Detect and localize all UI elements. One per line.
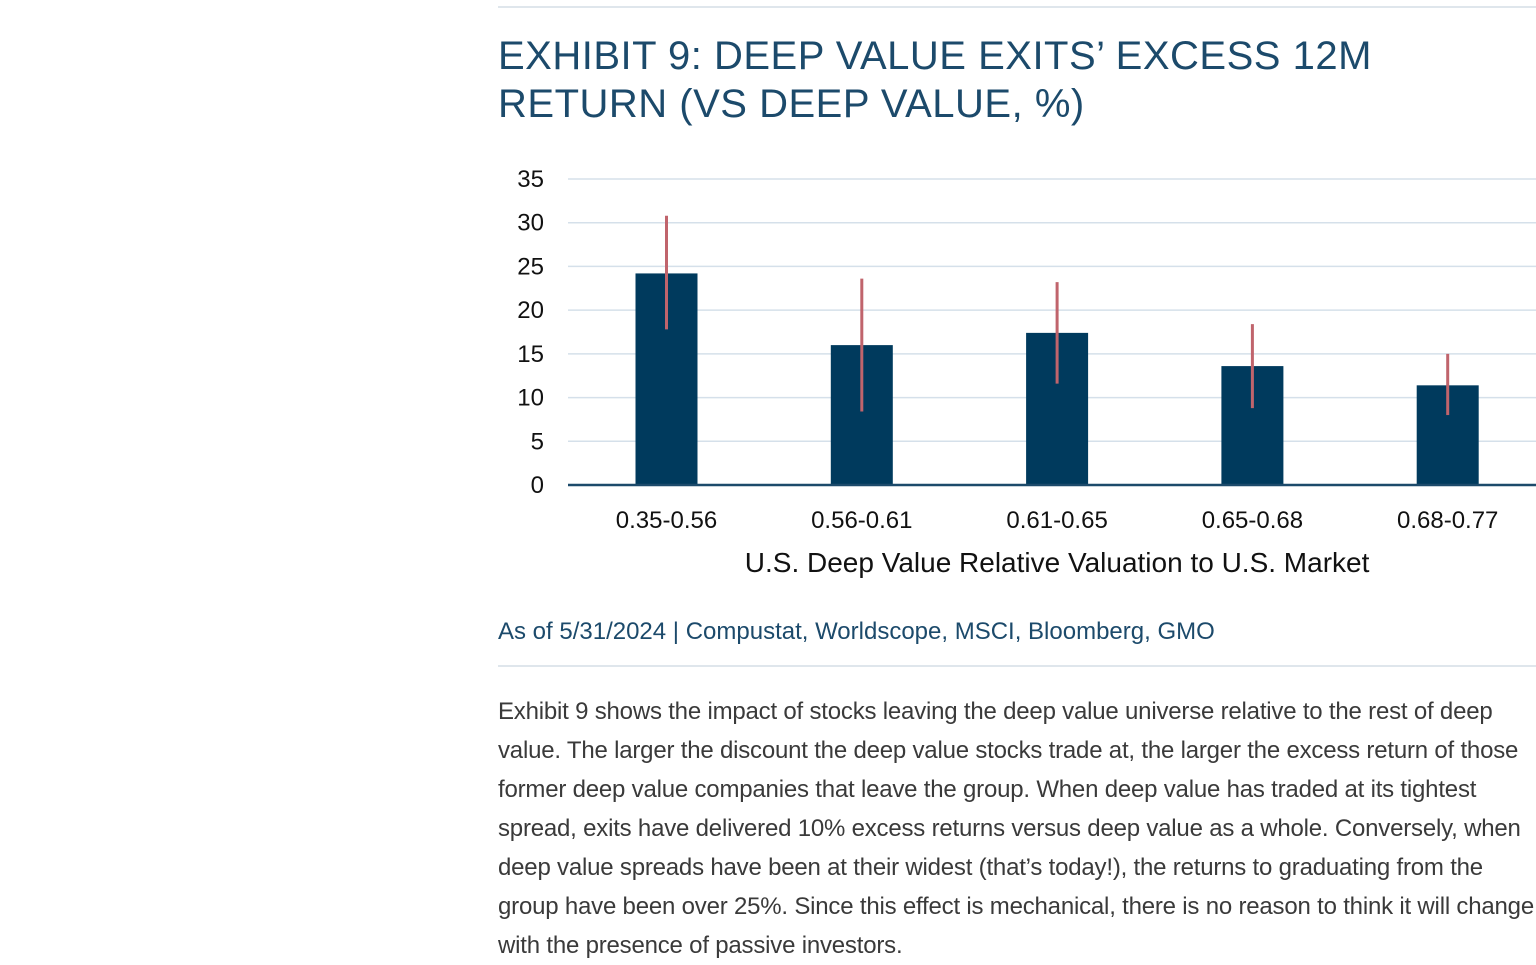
bar-chart: 0 5 10 15 20 25 30 35 0.35-0.56 0.56-0.61 0.61-0.…: [517, 166, 1536, 578]
y-tick-label: 35: [517, 166, 544, 193]
y-tick-label: 20: [517, 297, 544, 324]
y-tick-label: 25: [517, 253, 544, 280]
y-axis-ticks: 0 5 10 15 20 25 30 35: [517, 166, 544, 499]
x-tick-label: 0.56-0.61: [811, 507, 912, 534]
body-paragraph: Exhibit 9 shows the impact of stocks lea…: [498, 698, 1534, 959]
x-tick-label: 0.61-0.65: [1006, 507, 1107, 534]
y-tick-label: 10: [517, 385, 544, 412]
section-divider: [498, 665, 1536, 667]
y-tick-label: 0: [531, 472, 544, 499]
x-tick-label: 0.35-0.56: [616, 507, 717, 534]
y-tick-label: 5: [531, 428, 544, 455]
x-axis-ticks: 0.35-0.56 0.56-0.61 0.61-0.65 0.65-0.68 0.68…: [616, 507, 1499, 534]
x-tick-label: 0.65-0.68: [1202, 507, 1303, 534]
y-tick-label: 30: [517, 210, 544, 237]
x-tick-label: 0.68-0.77: [1397, 507, 1498, 534]
y-tick-label: 15: [517, 341, 544, 368]
chart-error-bars: [665, 215, 1450, 416]
exhibit-title: EXHIBIT 9: DEEP VALUE EXITS’ EXCESS 12M …: [498, 34, 1372, 126]
x-axis-title: U.S. Deep Value Relative Valuation to U.…: [745, 547, 1370, 578]
top-divider: [498, 6, 1536, 8]
source-note: As of 5/31/2024 | Compustat, Worldscope,…: [498, 618, 1215, 645]
